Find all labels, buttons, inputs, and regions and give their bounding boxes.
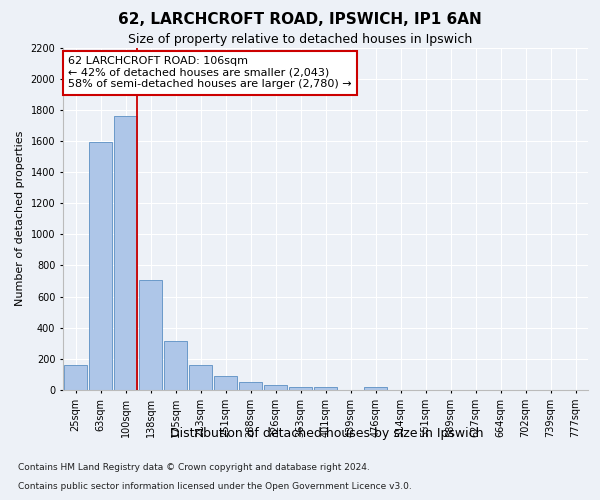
Bar (364, 387, 387, 390)
Text: 62 LARCHCROFT ROAD: 106sqm
← 42% of detached houses are smaller (2,043)
58% of s: 62 LARCHCROFT ROAD: 106sqm ← 42% of deta… (68, 56, 352, 90)
Bar (89, 142, 112, 390)
Text: 62, LARCHCROFT ROAD, IPSWICH, IP1 6AN: 62, LARCHCROFT ROAD, IPSWICH, IP1 6AN (118, 12, 482, 28)
Bar (264, 386, 287, 390)
Text: Distribution of detached houses by size in Ipswich: Distribution of detached houses by size … (170, 428, 484, 440)
Bar (189, 365, 212, 390)
Bar (289, 387, 312, 390)
Bar (139, 280, 162, 390)
Bar (214, 376, 237, 390)
Bar (114, 116, 137, 390)
Bar (314, 387, 337, 390)
Bar (239, 382, 262, 390)
Text: Contains public sector information licensed under the Open Government Licence v3: Contains public sector information licen… (18, 482, 412, 491)
Y-axis label: Number of detached properties: Number of detached properties (15, 131, 25, 306)
Bar (164, 341, 187, 390)
Text: Contains HM Land Registry data © Crown copyright and database right 2024.: Contains HM Land Registry data © Crown c… (18, 464, 370, 472)
Bar (64, 365, 87, 390)
Text: Size of property relative to detached houses in Ipswich: Size of property relative to detached ho… (128, 32, 472, 46)
